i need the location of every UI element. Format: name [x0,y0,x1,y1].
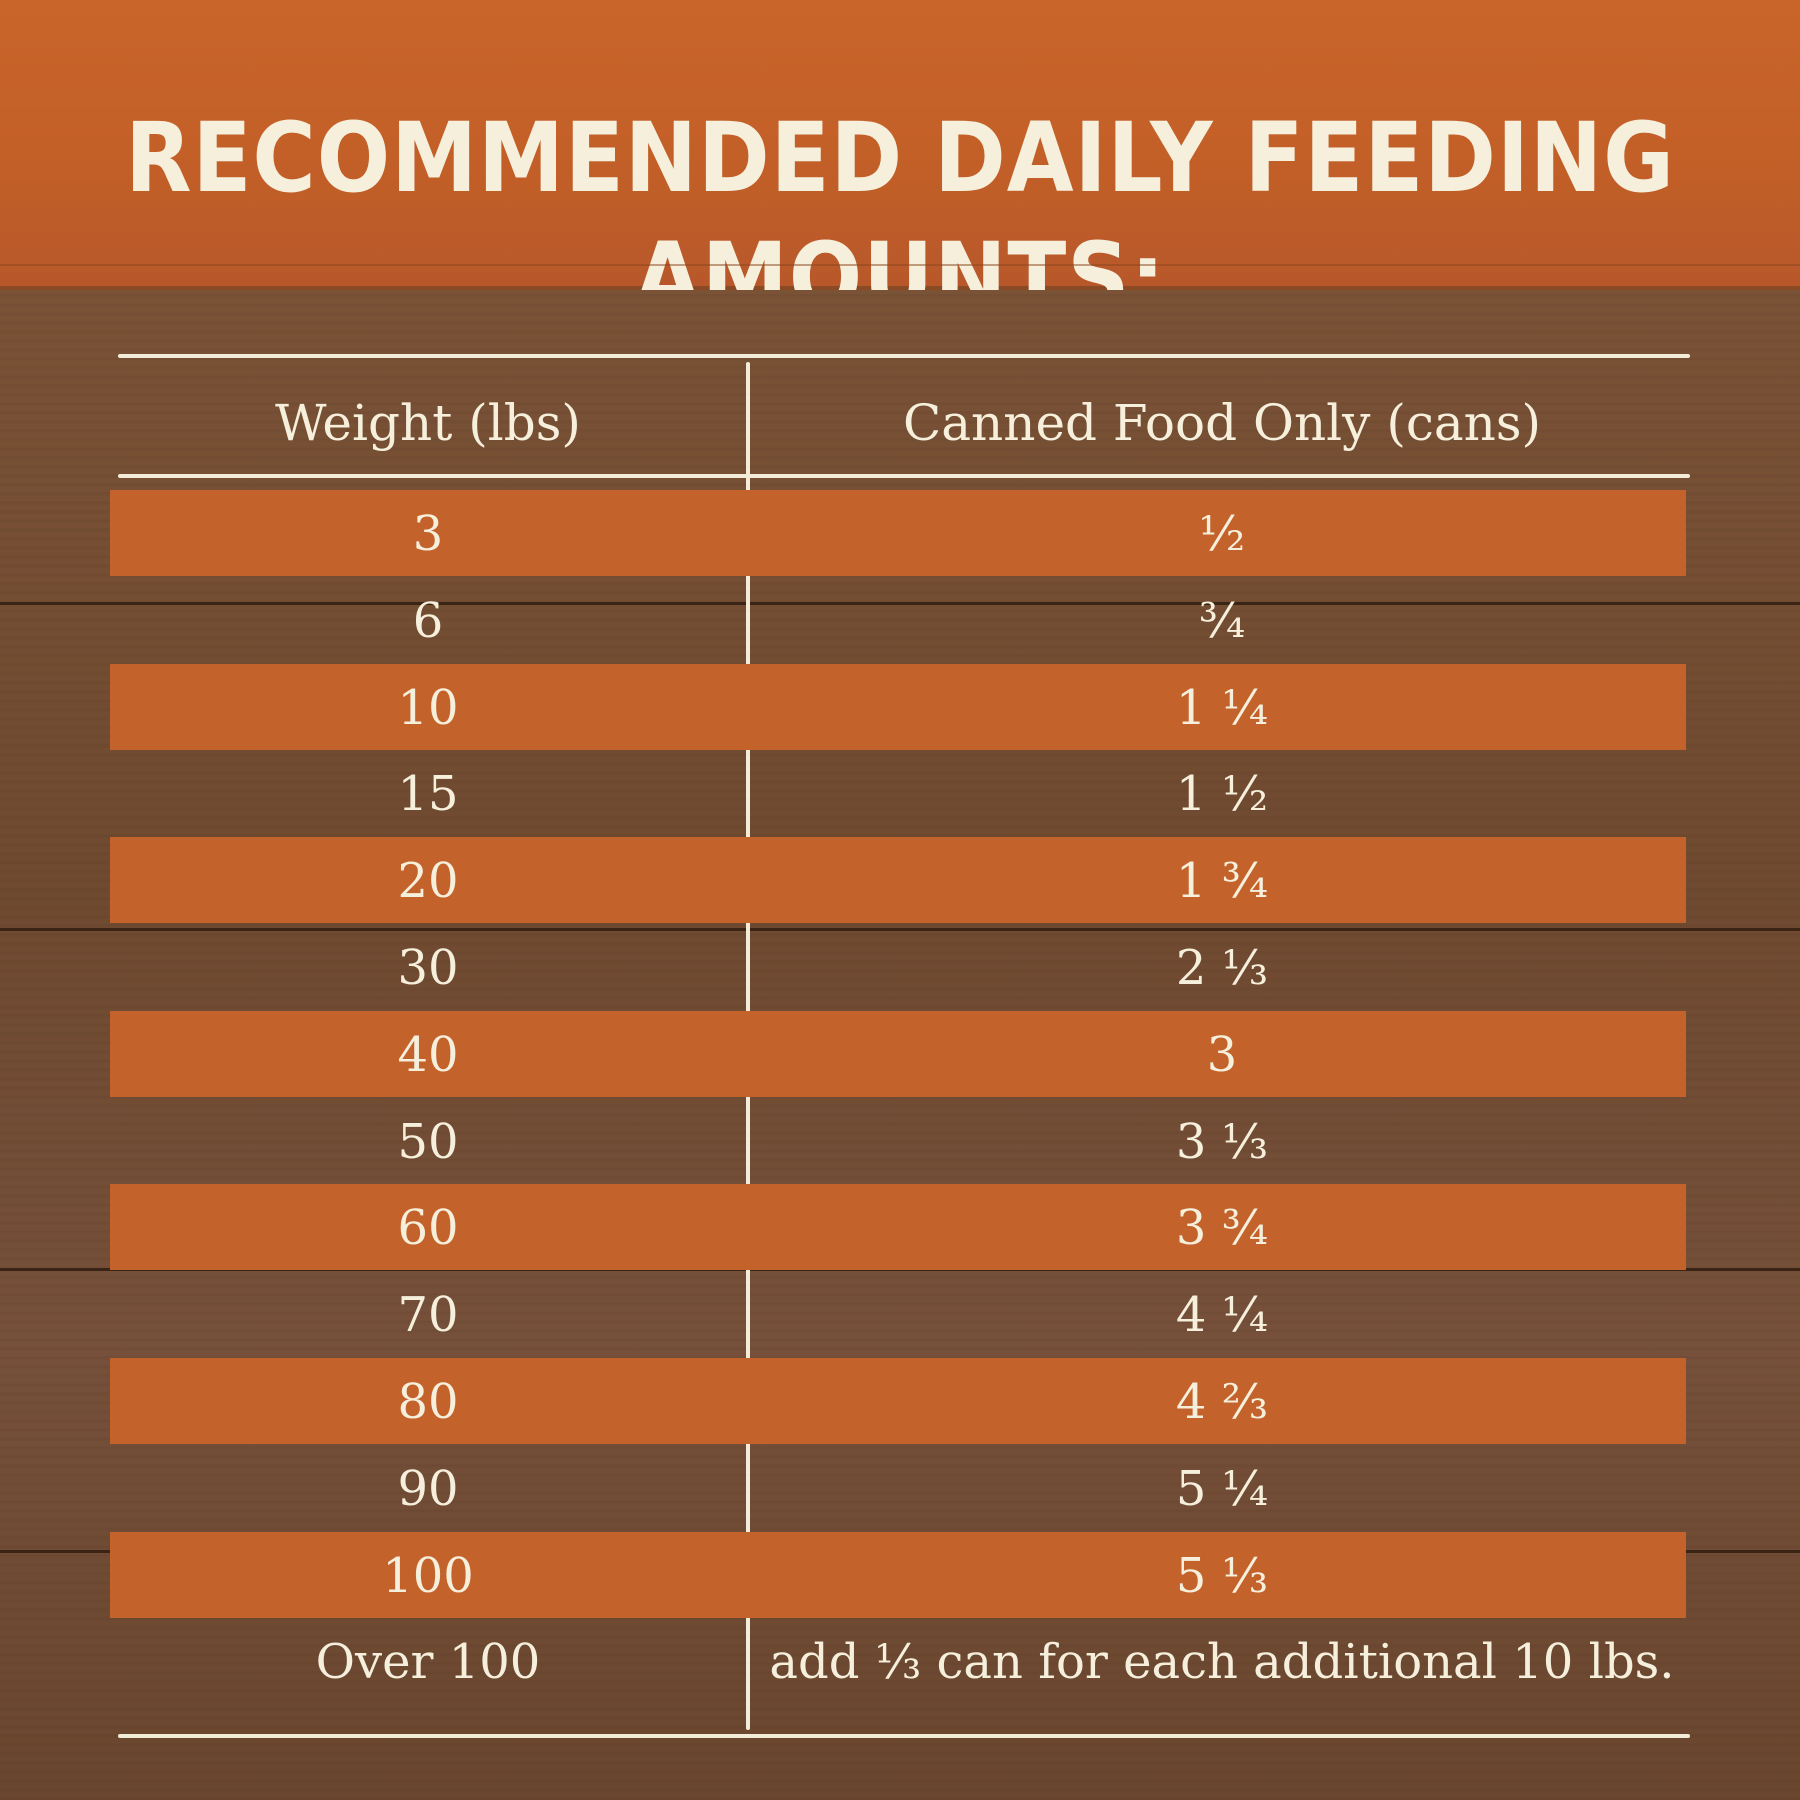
weight-cell: 20 [397,853,459,910]
cans-cell: ¾ [1198,592,1246,649]
weight-cell: 100 [382,1547,474,1604]
cans-column-header: Canned Food Only (cans) [902,394,1542,452]
weight-cell: 40 [397,1026,459,1083]
weight-cell: 60 [397,1200,459,1257]
plank-seam [0,602,1800,605]
weight-cell: 70 [397,1287,459,1344]
weight-cell: 10 [397,679,459,736]
cans-cell: 4 ⅔ [1175,1374,1269,1430]
row-band [110,1010,1686,1097]
table-bottom-rule [118,1734,1690,1738]
cans-cell: 3 ¾ [1175,1200,1269,1257]
row-band [110,1358,1686,1444]
cans-cell: 5 ¼ [1175,1460,1269,1517]
header-divider-rule [118,474,1690,478]
cans-cell: 1 ¼ [1175,679,1269,736]
weight-cell: 50 [397,1113,459,1170]
weight-cell: Over 100 [315,1634,541,1691]
row-band [110,837,1686,924]
table-top-rule [118,354,1690,358]
cans-cell: 3 [1206,1026,1238,1083]
weight-cell: 30 [397,940,459,996]
row-band [110,1531,1686,1618]
cans-cell: 1 ¾ [1175,853,1269,910]
cans-cell: 2 ⅓ [1175,940,1269,996]
weight-cell: 3 [412,506,444,562]
cans-cell: add ⅓ can for each additional 10 lbs. [769,1634,1675,1691]
cans-cell: 3 ⅓ [1175,1113,1269,1170]
page-title: RECOMMENDED DAILY FEEDING AMOUNTS: [125,102,1675,334]
row-band [110,663,1686,750]
weight-cell: 6 [412,592,444,649]
weight-cell: 15 [397,766,459,823]
weight-cell: 80 [397,1374,459,1430]
cans-cell: ½ [1198,506,1246,562]
weight-cell: 90 [397,1460,459,1517]
weight-column-header: Weight (lbs) [275,394,581,452]
cans-cell: 4 ¼ [1175,1287,1269,1344]
cans-cell: 1 ½ [1175,766,1269,823]
cans-cell: 5 ⅓ [1175,1547,1269,1604]
row-band [110,490,1686,576]
title-banner: RECOMMENDED DAILY FEEDING AMOUNTS: [0,0,1800,334]
plank-seam [0,928,1800,931]
row-band [110,1184,1686,1271]
